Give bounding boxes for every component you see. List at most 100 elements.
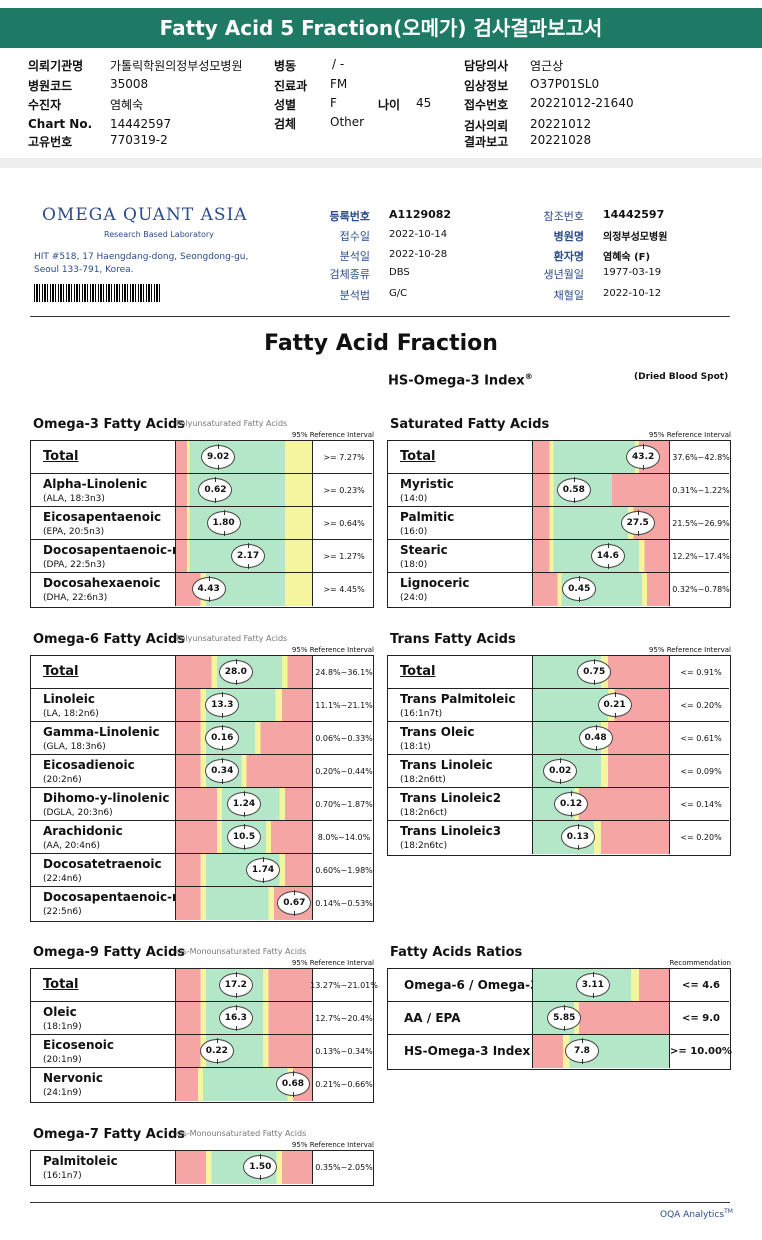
table-row: AA / EPA 5.85 <= 9.0 (388, 1002, 729, 1035)
result-range-bar: 43.2 (532, 441, 670, 473)
table-omega7: Palmitoleic (16:1n7) 1.50 0.35%~2.05% (30, 1150, 374, 1186)
reference-range: 0.13%~0.34% (315, 1046, 373, 1056)
result-range-bar: 4.43 (175, 573, 313, 606)
reference-range: >= 0.23% (323, 485, 365, 495)
fatty-acid-name: Docosapentaenoic-n3 (43, 543, 189, 557)
result-marker: 0.75 (577, 659, 612, 685)
fatty-acid-abbreviation: (18:2n6tc) (400, 841, 448, 851)
fatty-acid-name: Dihomo-y-linolenic (43, 791, 170, 805)
section-subtitle-omega9: cis-Monounsaturated Fatty Acids (176, 947, 307, 956)
result-range-bar: 17.2 (175, 969, 313, 1001)
sex-label: 성별 (274, 98, 297, 112)
page-title: Fatty Acid Fraction (264, 331, 498, 356)
table-row: Lignoceric (24:0) 0.45 0.32%~0.78% (388, 573, 730, 606)
hospital-name-label: 병원명 (553, 230, 584, 243)
reference-range: 0.31%~1.22% (672, 485, 730, 495)
table-row: Omega-6 / Omega-3 3.11 <= 4.6 (388, 969, 729, 1002)
fatty-acid-name: Omega-6 / Omega-3 (404, 978, 539, 992)
fatty-acid-name: Total (400, 664, 436, 679)
table-row: Docosahexaenoic (DHA, 22:6n3) 4.43 >= 4.45% (31, 573, 372, 606)
result-range-bar: 3.11 (532, 969, 670, 1001)
result-range-bar: 0.16 (175, 722, 313, 754)
table-row: Trans Linoleic (18:2n6tt) 0.02 <= 0.09% (388, 755, 729, 788)
specimen-type-label: 검체종류 (329, 268, 370, 281)
reference-range: 21.5%~26.9% (672, 518, 730, 528)
ref-no-value: 14442597 (603, 208, 665, 221)
clinical-label: 임상정보 (464, 79, 509, 93)
result-range-bar: 2.17 (175, 540, 313, 572)
table-row: Palmitoleic (16:1n7) 1.50 0.35%~2.05% (31, 1151, 373, 1184)
table-row: HS-Omega-3 Index 7.8 >= 10.00% (388, 1035, 732, 1068)
chart-no-label: Chart No. (28, 117, 93, 131)
result-range-bar: 0.12 (532, 788, 670, 820)
result-range-bar: 0.58 (532, 474, 670, 506)
result-marker: 0.45 (562, 576, 597, 602)
reference-range: >= 4.45% (323, 585, 365, 594)
lab-logo-subtitle: Research Based Laboratory (104, 230, 214, 239)
result-range-bar: 0.48 (532, 722, 670, 754)
ref-interval-label-omega7: 95% Reference Interval (291, 1141, 374, 1149)
result-marker: 5.85 (547, 1005, 582, 1031)
specimen-label: 검체 (274, 117, 297, 131)
reference-range: 24.8%~36.1% (315, 667, 373, 677)
fatty-acid-abbreviation: (16:1n7) (43, 1171, 82, 1181)
result-marker: 0.48 (578, 725, 613, 751)
table-row: Trans Linoleic2 (18:2n6ct) 0.12 <= 0.14% (388, 788, 729, 821)
fatty-acid-abbreviation: (16:1n7t) (400, 709, 443, 719)
age-value: 45 (416, 96, 432, 110)
ward-value: / - (332, 57, 345, 71)
result-marker: 1.80 (206, 510, 241, 536)
fatty-acid-name: Trans Linoleic (400, 758, 493, 772)
reference-range: 0.60%~1.98% (315, 865, 373, 875)
barcode-image (34, 284, 162, 302)
reference-range: <= 4.6 (682, 979, 720, 991)
birth-date-label: 생년월일 (543, 268, 584, 281)
result-range-bar: 14.6 (532, 540, 670, 572)
result-range-bar: 0.68 (175, 1068, 313, 1101)
fatty-acid-abbreviation: (14:0) (400, 494, 428, 504)
result-range-bar: 16.3 (175, 1002, 313, 1034)
reference-range: 12.2%~17.4% (672, 551, 730, 561)
reg-no-label: 등록번호 (329, 210, 370, 223)
reference-range: <= 0.61% (680, 733, 722, 743)
header-rule (30, 316, 730, 317)
age-label: 나이 (378, 98, 401, 112)
fatty-acid-name: Palmitic (400, 510, 455, 524)
request-label: 검사의뢰 (464, 119, 509, 133)
table-row: Arachidonic (AA, 20:4n6) 10.5 8.0%~14.0% (31, 821, 372, 854)
table-row: Total 43.2 37.6%~42.8% (388, 441, 730, 474)
ref-interval-label-ratios: Recommendation (669, 959, 731, 967)
table-row: Docosapentaenoic-n3 (DPA, 22:5n3) 2.17 >= 1… (31, 540, 372, 573)
result-range-bar: 10.5 (175, 821, 313, 853)
ref-no-label: 참조번호 (543, 210, 584, 223)
result-range-bar: 0.34 (175, 755, 313, 787)
table-row: Docosatetraenoic (22:4n6) 1.74 0.60%~1.98% (31, 854, 373, 887)
result-marker: 27.5 (620, 510, 655, 536)
result-range-bar: 1.74 (175, 854, 313, 886)
section-subtitle-omega6: Polyunsaturated Fatty Acids (176, 634, 288, 643)
table-row: Nervonic (24:1n9) 0.68 0.21%~0.66% (31, 1068, 373, 1101)
dept-value: FM (330, 77, 348, 91)
fatty-acid-abbreviation: (18:1n9) (43, 1022, 82, 1032)
table-row: Stearic (18:0) 14.6 12.2%~17.4% (388, 540, 730, 573)
fatty-acid-abbreviation: (24:1n9) (43, 1088, 82, 1098)
fatty-acid-name: Trans Oleic (400, 725, 475, 739)
fatty-acid-name: Eicosadienoic (43, 758, 135, 772)
reg-no-value: A1129082 (389, 208, 452, 221)
result-marker: 0.62 (198, 477, 233, 503)
fatty-acid-name: AA / EPA (404, 1011, 461, 1025)
fatty-acid-abbreviation: (DGLA, 20:3n6) (43, 808, 113, 818)
fatty-acid-abbreviation: (18:1t) (400, 742, 431, 752)
reference-range: >= 7.27% (323, 452, 365, 462)
section-divider (0, 158, 762, 168)
result-marker: 13.3 (205, 692, 240, 718)
doctor-value: 염근상 (530, 59, 564, 73)
doctor-label: 담당의사 (464, 59, 509, 73)
reference-range: 0.35%~2.05% (315, 1163, 373, 1172)
fatty-acid-name: Docosapentaenoic-n6 (43, 890, 189, 904)
section-subtitle-omega3: Polyunsaturated Fatty Acids (176, 419, 288, 428)
result-range-bar: 0.67 (175, 887, 313, 920)
reference-range: 0.20%~0.44% (315, 766, 373, 776)
birth-date-value: 1977-03-19 (603, 267, 662, 278)
fatty-acid-name: Nervonic (43, 1071, 103, 1085)
